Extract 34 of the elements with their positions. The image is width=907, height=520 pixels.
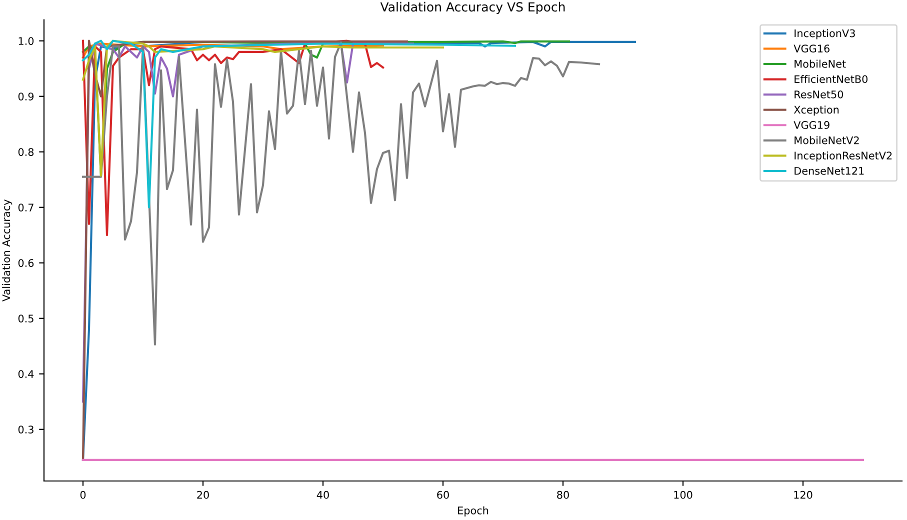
y-tick-label: 0.6 — [18, 259, 34, 267]
legend-label: MobileNet — [794, 60, 846, 68]
y-tick-label: 1.0 — [18, 37, 34, 45]
legend-label: EfficientNetB0 — [794, 75, 868, 84]
line-series — [82, 40, 408, 461]
line-series — [82, 42, 384, 59]
y-axis-title: Validation Accuracy — [2, 200, 12, 302]
legend-label: VGG16 — [794, 44, 830, 52]
x-axis-title: Epoch — [458, 506, 488, 516]
x-tick-label: 60 — [437, 490, 449, 499]
legend-label: Xception — [794, 106, 839, 116]
x-tick-label: 80 — [557, 490, 569, 499]
y-tick-label: 0.4 — [18, 370, 34, 378]
legend-label: InceptionV3 — [794, 29, 855, 40]
legend-label: InceptionResNetV2 — [794, 151, 892, 162]
line-series — [82, 41, 600, 346]
y-tick-label: 0.9 — [18, 92, 34, 100]
y-tick-label: 0.7 — [18, 204, 34, 212]
legend-label: ResNet50 — [794, 90, 844, 98]
legend-label: DenseNet121 — [794, 166, 864, 175]
y-tick-label: 0.3 — [18, 426, 34, 434]
x-tick-label: 100 — [674, 490, 692, 499]
line-series — [82, 40, 516, 208]
line-series — [82, 40, 444, 177]
x-tick-label: 120 — [794, 490, 812, 499]
legend-label: MobileNetV2 — [794, 136, 859, 144]
x-tick-label: 0 — [80, 490, 86, 499]
x-tick-label: 20 — [197, 490, 209, 499]
line-series — [82, 40, 384, 236]
chart-title: Validation Accuracy VS Epoch — [380, 2, 565, 14]
x-tick-label: 40 — [316, 490, 329, 499]
y-tick-label: 0.8 — [18, 148, 34, 156]
y-tick-label: 0.5 — [18, 314, 34, 322]
legend-label: VGG19 — [794, 121, 830, 129]
